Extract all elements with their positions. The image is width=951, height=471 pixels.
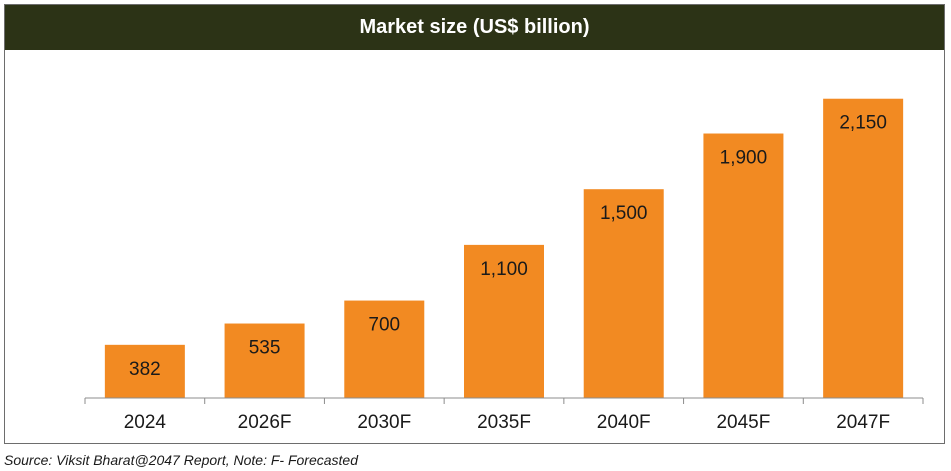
bar-2045F — [703, 133, 784, 398]
data-label-2024: 382 — [129, 359, 161, 380]
data-label-2035F: 1,100 — [480, 259, 528, 280]
bar-2040F — [583, 189, 664, 398]
data-label-2047F: 2,150 — [839, 113, 887, 134]
x-tick-label-2030F: 2030F — [357, 412, 411, 433]
chart-title-bar: Market size (US$ billion) — [5, 5, 944, 50]
x-tick-label-2026F: 2026F — [238, 412, 292, 433]
data-label-2030F: 700 — [368, 315, 400, 336]
x-tick-label-2040F: 2040F — [597, 412, 651, 433]
x-tick-label-2047F: 2047F — [836, 412, 890, 433]
x-tick-label-2045F: 2045F — [716, 412, 770, 433]
data-label-2045F: 1,900 — [720, 148, 768, 169]
bar-2030F — [344, 300, 425, 398]
bar-chart-plot: 382 535 700 1,100 1,500 1,900 2,150 2024 2026F 20… — [84, 98, 924, 433]
bar-2024 — [104, 344, 185, 398]
data-label-2040F: 1,500 — [600, 203, 648, 224]
bar-2026F — [224, 323, 305, 398]
x-tick-label-2024: 2024 — [124, 412, 167, 433]
chart-title: Market size (US$ billion) — [359, 16, 590, 38]
source-note: Source: Viksit Bharat@2047 Report, Note:… — [4, 452, 359, 468]
bar-2035F — [464, 244, 544, 398]
data-label-2026F: 535 — [249, 338, 281, 359]
chart-container: Market size (US$ billion) 382 535 700 1,100… — [4, 4, 945, 444]
bar-2047F — [823, 98, 904, 398]
x-tick-label-2035F: 2035F — [477, 412, 531, 433]
